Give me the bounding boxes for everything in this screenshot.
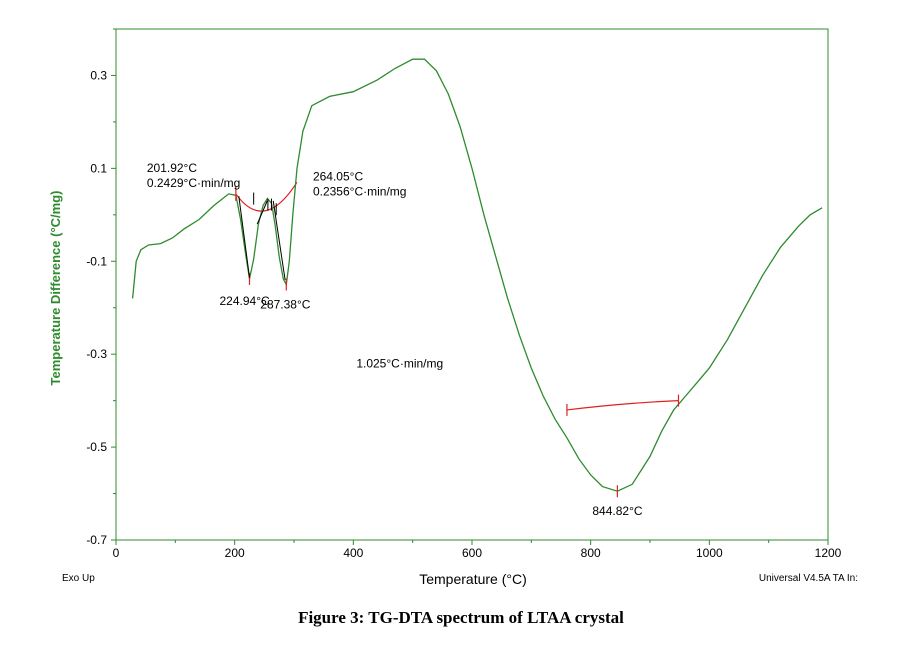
dta-curve — [131, 58, 823, 492]
y-axis: 0.3 0.1 -0.1 -0.3 -0.5 -0.7 — [86, 28, 116, 547]
baseline-high-temp — [566, 400, 679, 411]
integration-baselines — [235, 181, 679, 411]
x-axis: 0 200 400 600 800 1000 1200 — [113, 540, 842, 560]
tangent-line — [238, 196, 250, 278]
figure-caption: Figure 3: TG-DTA spectrum of LTAA crysta… — [298, 608, 624, 627]
footer-instrument: Universal V4.5A TA In: — [759, 573, 858, 584]
y-axis-title: Temperature Difference (°C/mg) — [48, 191, 63, 386]
plot-frame — [115, 28, 829, 541]
x-tick-label: 800 — [581, 546, 601, 560]
y-tick-label: -0.3 — [86, 347, 107, 361]
y-tick-label: 0.1 — [90, 161, 107, 175]
y-tick-label: -0.5 — [86, 440, 107, 454]
x-axis-title: Temperature (°C) — [419, 571, 527, 587]
x-tick-label: 600 — [462, 546, 482, 560]
tangent-line — [256, 200, 268, 225]
x-tick-label: 0 — [113, 546, 120, 560]
baseline-low-temp — [235, 181, 298, 212]
x-tick-label: 200 — [225, 546, 245, 560]
y-tick-label: 0.3 — [90, 68, 107, 82]
peak-annotation: 844.82°C — [592, 504, 643, 518]
peak-annotation: 0.2429°C·min/mg — [147, 176, 241, 190]
peak-annotation: 0.2356°C·min/mg — [313, 184, 407, 198]
peak-annotation: 287.38°C — [260, 298, 311, 312]
x-tick-label: 1200 — [815, 546, 842, 560]
x-tick-label: 1000 — [696, 546, 723, 560]
dta-chart: 0.3 0.1 -0.1 -0.3 -0.5 -0.7 0 200 400 600 800 1000… — [48, 28, 858, 587]
footer-exo-up: Exo Up — [62, 573, 95, 584]
peak-annotation: 224.94°C — [220, 294, 271, 308]
peak-annotation: 264.05°C — [313, 169, 364, 183]
y-tick-label: -0.7 — [86, 533, 107, 547]
peak-annotation: 201.92°C — [147, 161, 198, 175]
tangent-line — [272, 200, 286, 280]
y-tick-label: -0.1 — [86, 254, 107, 268]
peak-markers — [235, 186, 680, 498]
peak-annotation: 1.025°C·min/mg — [356, 357, 443, 371]
x-tick-label: 400 — [343, 546, 363, 560]
